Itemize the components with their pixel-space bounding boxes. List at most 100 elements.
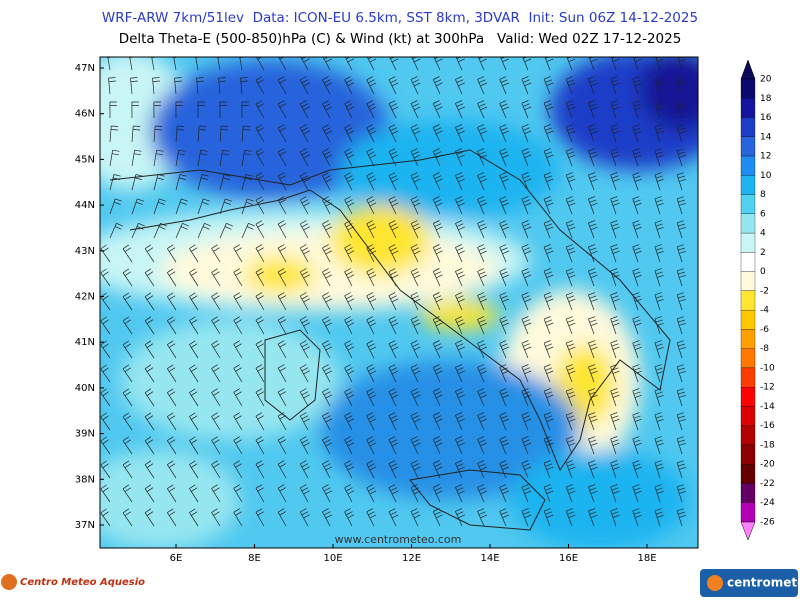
wind-barb [588, 292, 598, 311]
wind-barb [610, 292, 620, 311]
watermark: www.centrometeo.com [335, 533, 462, 546]
wind-barb [153, 125, 163, 143]
lat-label: 46N [75, 109, 95, 120]
wind-barb [521, 268, 532, 287]
wind-barb [153, 174, 165, 191]
wind-barb [388, 364, 399, 383]
wind-barb [521, 508, 532, 527]
wind-barb [189, 268, 199, 287]
wind-barb [344, 124, 355, 143]
wind-barb [499, 124, 510, 143]
wind-barb [174, 77, 182, 95]
wind-barb [432, 148, 443, 167]
wind-barb [344, 484, 355, 503]
wind-barb [565, 316, 576, 335]
wind-barb [344, 364, 355, 383]
colorbar-band [740, 117, 756, 137]
wind-barb [299, 340, 310, 359]
wind-barb [189, 364, 199, 383]
wind-barb [499, 436, 510, 455]
wind-barb [432, 388, 443, 407]
colorbar-band [740, 252, 756, 272]
wind-barb [122, 316, 133, 335]
wind-barb [144, 292, 155, 311]
lat-label: 37N [75, 520, 95, 531]
wind-barb [676, 316, 687, 335]
wind-barb [654, 508, 664, 527]
wind-barb [543, 220, 554, 239]
wind-barb [543, 484, 554, 503]
wind-barb [299, 460, 310, 479]
wind-barb [477, 364, 487, 383]
wind-barb [521, 412, 532, 431]
colorbar-band [740, 98, 756, 118]
wind-barb [499, 364, 510, 383]
wind-barb [344, 388, 355, 407]
colorbar-label: -20 [760, 460, 775, 470]
wind-barb [521, 388, 532, 407]
wind-barb [455, 484, 465, 503]
wind-barb [255, 388, 265, 407]
wind-barb [197, 149, 208, 167]
wind-barb [277, 316, 287, 335]
wind-barb [455, 124, 465, 143]
wind-barb [366, 196, 377, 215]
wind-barb [299, 388, 310, 407]
wind-barb [218, 77, 226, 95]
wind-barb [410, 292, 421, 311]
wind-barb [344, 57, 355, 71]
lon-label: 16E [559, 553, 578, 564]
wind-barb [610, 220, 620, 239]
wind-barb [189, 244, 199, 263]
wind-barb [543, 244, 554, 263]
wind-barb [610, 244, 620, 263]
wind-barb [109, 198, 122, 215]
wind-barb [499, 388, 510, 407]
wind-barb [255, 76, 265, 95]
wind-barb [299, 100, 310, 119]
wind-barb [410, 316, 421, 335]
wind-barb [654, 340, 664, 359]
wind-barb [654, 76, 664, 95]
colorbar-band [740, 483, 756, 503]
wind-barb [610, 460, 620, 479]
wind-barb [167, 412, 177, 431]
colorbar-label: 2 [760, 248, 766, 258]
wind-barb [432, 364, 443, 383]
colorbar-label: 18 [760, 94, 772, 104]
wind-barb [477, 460, 487, 479]
wind-barb [543, 100, 554, 119]
wind-barb [211, 460, 221, 479]
wind-barb [477, 172, 487, 191]
wind-barb [521, 100, 532, 119]
wind-barb [610, 484, 620, 503]
wind-barb [388, 100, 399, 119]
wind-barb [610, 316, 620, 335]
wind-barb [322, 100, 333, 119]
wind-barb [233, 340, 243, 359]
wind-barb [610, 508, 620, 527]
wind-barb [654, 268, 664, 287]
wind-barb [366, 484, 377, 503]
wind-barb [189, 460, 199, 479]
wind-barb [499, 412, 510, 431]
wind-barb [211, 508, 221, 527]
wind-barb [233, 244, 243, 263]
wind-barb [477, 268, 487, 287]
wind-barb [388, 388, 399, 407]
wind-barb [610, 124, 620, 143]
wind-barb [144, 268, 155, 287]
wind-barb [122, 412, 133, 431]
wind-barb [189, 484, 199, 503]
wind-barb [632, 508, 642, 527]
colorbar-cap [740, 521, 756, 541]
wind-barb [410, 340, 421, 359]
wind-barb [676, 436, 687, 455]
wind-barb [432, 340, 443, 359]
wind-barb [100, 484, 111, 503]
lat-label: 40N [75, 383, 95, 394]
wind-barb [167, 268, 177, 287]
wind-barb [344, 100, 355, 119]
wind-barb [654, 316, 664, 335]
wind-barb [189, 508, 199, 527]
